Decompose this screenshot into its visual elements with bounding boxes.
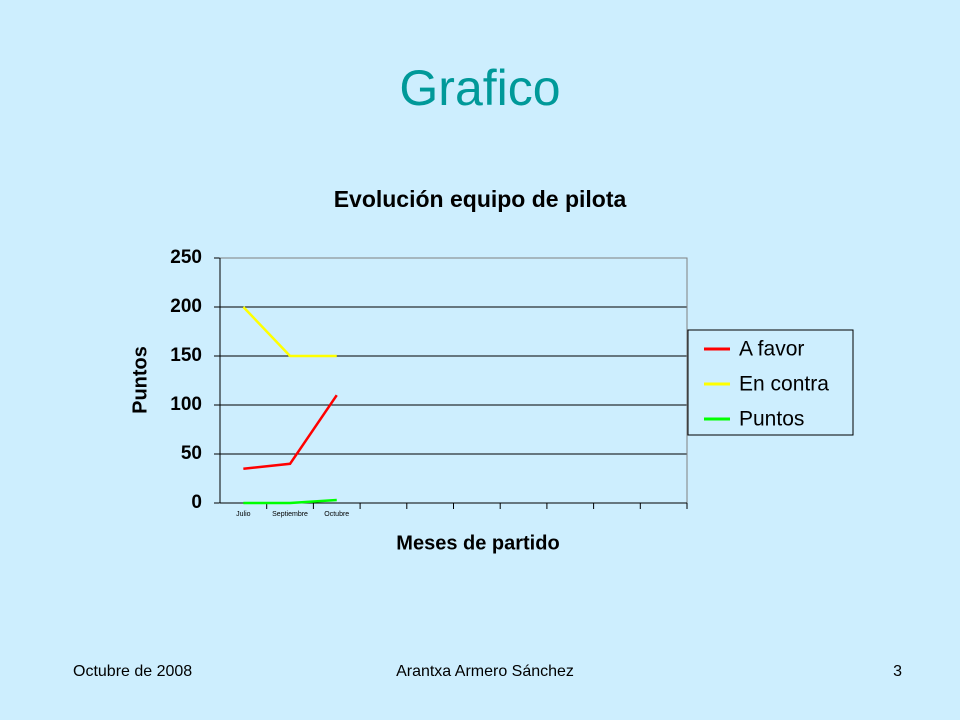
x-tick-label: Octubre bbox=[324, 511, 349, 518]
x-tick-label: Julio bbox=[236, 511, 251, 518]
y-tick-label: 0 bbox=[191, 492, 202, 513]
y-tick-label: 200 bbox=[170, 296, 202, 317]
y-tick-label: 100 bbox=[170, 394, 202, 415]
y-tick-label: 150 bbox=[170, 345, 202, 366]
legend-box bbox=[687, 329, 854, 436]
y-tick-label: 50 bbox=[181, 443, 202, 464]
footer-center: Arantxa Armero Sánchez bbox=[396, 663, 574, 680]
y-axis-label: Puntos bbox=[129, 346, 151, 414]
series-line bbox=[242, 306, 337, 358]
y-tick-label: 250 bbox=[170, 247, 202, 268]
series-line bbox=[243, 498, 337, 505]
slide-title: Grafico bbox=[399, 60, 560, 116]
legend-label: En contra bbox=[739, 373, 829, 396]
x-axis-label: Meses de partido bbox=[396, 532, 559, 554]
series-line bbox=[243, 394, 338, 470]
page-number: 3 bbox=[893, 663, 902, 680]
legend-label: A favor bbox=[739, 338, 804, 361]
x-tick-label: Septiembre bbox=[272, 511, 308, 518]
footer-left: Octubre de 2008 bbox=[73, 663, 192, 680]
legend-label: Puntos bbox=[739, 408, 804, 431]
chart-title: Evolución equipo de pilota bbox=[334, 186, 627, 212]
